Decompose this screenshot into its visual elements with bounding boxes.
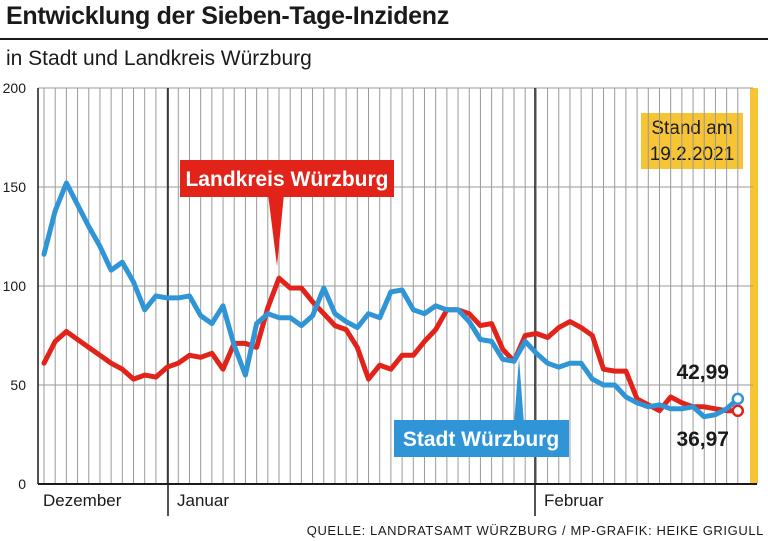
chart-subtitle: in Stadt und Landkreis Würzburg xyxy=(6,47,312,70)
landkreis-end-marker xyxy=(731,404,745,418)
stadt-callout-box xyxy=(394,420,569,457)
title-divider xyxy=(0,38,768,40)
month-label: Dezember xyxy=(43,491,122,510)
stadt-final-value: 42,99 xyxy=(676,361,729,384)
landkreis-final-value: 36,97 xyxy=(676,428,729,451)
stand-label-line1: Stand am xyxy=(651,118,732,139)
chart-axes: 0 50 100 150 200 Dezember Januar Februar xyxy=(3,80,757,516)
y-tick-label: 100 xyxy=(3,278,27,294)
chart-title: Entwicklung der Sieben-Tage-Inzidenz xyxy=(6,2,449,30)
landkreis-line xyxy=(41,275,741,414)
chart-series xyxy=(41,180,745,420)
y-tick-label: 0 xyxy=(18,476,26,492)
y-tick-label: 150 xyxy=(3,179,27,195)
month-label: Februar xyxy=(544,491,604,510)
landkreis-callout-box xyxy=(180,160,394,197)
stand-bar xyxy=(750,88,758,484)
chart-grid xyxy=(38,87,753,484)
stadt-line xyxy=(41,180,741,420)
stadt-callout-pointer xyxy=(514,358,524,424)
landkreis-callout-label: Landkreis Würzburg xyxy=(185,168,388,191)
stand-label-line2: 19.2.2021 xyxy=(650,144,735,165)
stadt-end-marker xyxy=(731,392,745,406)
y-tick-label: 200 xyxy=(3,80,27,96)
landkreis-callout-pointer xyxy=(268,194,284,266)
y-tick-label: 50 xyxy=(10,377,26,393)
month-label: Januar xyxy=(177,491,229,510)
stand-box xyxy=(641,113,743,169)
stadt-callout-label: Stadt Würzburg xyxy=(403,428,559,451)
chart-labels: Landkreis Würzburg Stadt Würzburg 42,99 36,… xyxy=(180,160,729,457)
source-credit: QUELLE: LANDRATSAMT WÜRZBURG / MP-GRAFIK… xyxy=(306,523,764,538)
